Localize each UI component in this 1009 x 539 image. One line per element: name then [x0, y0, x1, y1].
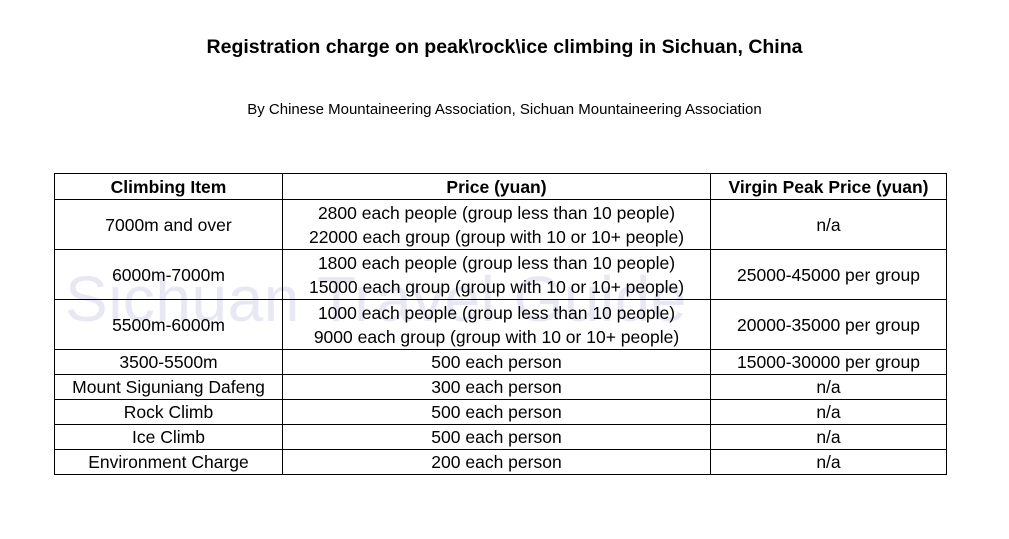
virgin-price-cell: 25000-45000 per group — [710, 249, 947, 300]
climbing-item-cell: 7000m and over — [54, 199, 283, 250]
price-line: 2800 each people (group less than 10 peo… — [317, 202, 676, 223]
climbing-item-cell: Mount Siguniang Dafeng — [54, 374, 283, 400]
virgin-price-cell: n/a — [710, 199, 947, 250]
virgin-price-cell: 20000-35000 per group — [710, 299, 947, 350]
climbing-item-cell: 5500m-6000m — [54, 299, 283, 350]
price-cell: 200 each person — [282, 449, 711, 475]
price-cell: 300 each person — [282, 374, 711, 400]
header-climbing-item: Climbing Item — [54, 173, 283, 200]
table-row: 7000m and over 2800 each people (group l… — [54, 199, 947, 250]
table-row: Rock Climb 500 each person n/a — [54, 399, 947, 425]
table-row: Environment Charge 200 each person n/a — [54, 449, 947, 475]
price-cell: 500 each person — [282, 399, 711, 425]
virgin-price-cell: n/a — [710, 374, 947, 400]
page-subtitle: By Chinese Mountaineering Association, S… — [247, 101, 762, 118]
header-virgin-peak-price: Virgin Peak Price (yuan) — [710, 173, 947, 200]
climbing-item-cell: Rock Climb — [54, 399, 283, 425]
price-line: 9000 each group (group with 10 or 10+ pe… — [313, 326, 680, 347]
table-row: 5500m-6000m 1000 each people (group less… — [54, 299, 947, 350]
virgin-price-cell: n/a — [710, 449, 947, 475]
header-price: Price (yuan) — [282, 173, 711, 200]
table-header-row: Climbing Item Price (yuan) Virgin Peak P… — [54, 173, 947, 200]
climbing-item-cell: Environment Charge — [54, 449, 283, 475]
climbing-item-cell: 6000m-7000m — [54, 249, 283, 300]
price-cell: 500 each person — [282, 424, 711, 450]
virgin-price-cell: n/a — [710, 399, 947, 425]
climbing-item-cell: 3500-5500m — [54, 349, 283, 375]
price-cell: 1000 each people (group less than 10 peo… — [282, 299, 711, 350]
table-row: 6000m-7000m 1800 each people (group less… — [54, 249, 947, 300]
registration-charge-table: Climbing Item Price (yuan) Virgin Peak P… — [54, 173, 947, 475]
table-row: Mount Siguniang Dafeng 300 each person n… — [54, 374, 947, 400]
price-cell: 2800 each people (group less than 10 peo… — [282, 199, 711, 250]
table-row: Ice Climb 500 each person n/a — [54, 424, 947, 450]
price-line: 22000 each group (group with 10 or 10+ p… — [308, 226, 685, 247]
price-cell: 500 each person — [282, 349, 711, 375]
page-title: Registration charge on peak\rock\ice cli… — [206, 36, 803, 58]
table-row: 3500-5500m 500 each person 15000-30000 p… — [54, 349, 947, 375]
climbing-item-cell: Ice Climb — [54, 424, 283, 450]
virgin-price-cell: n/a — [710, 424, 947, 450]
price-line: 15000 each group (group with 10 or 10+ p… — [308, 276, 685, 297]
price-cell: 1800 each people (group less than 10 peo… — [282, 249, 711, 300]
price-line: 1000 each people (group less than 10 peo… — [317, 302, 676, 323]
virgin-price-cell: 15000-30000 per group — [710, 349, 947, 375]
price-line: 1800 each people (group less than 10 peo… — [317, 252, 676, 273]
